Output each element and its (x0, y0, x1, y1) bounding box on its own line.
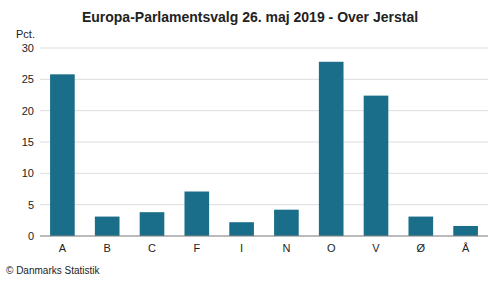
x-tick-label: N (282, 242, 290, 254)
grid-line (40, 236, 488, 237)
bar (453, 226, 478, 236)
grid-line (40, 48, 488, 49)
grid-line (40, 142, 488, 143)
chart-container: Europa-Parlamentsvalg 26. maj 2019 - Ove… (0, 0, 500, 282)
bar (274, 210, 299, 236)
x-tick-label: I (240, 242, 243, 254)
x-tick-label: V (372, 242, 380, 254)
x-tick-label: B (104, 242, 111, 254)
bar (408, 217, 433, 236)
grid-line (40, 173, 488, 174)
title: Europa-Parlamentsvalg 26. maj 2019 - Ove… (82, 9, 418, 25)
x-tick-label: O (327, 242, 336, 254)
bars (50, 62, 478, 236)
footer: © Danmarks Statistik (6, 265, 101, 276)
grid-line (40, 79, 488, 80)
y-tick-label: 30 (22, 42, 34, 54)
grid-line (40, 204, 488, 205)
y-tick-label: 25 (22, 73, 34, 85)
x-tick-label: Å (462, 242, 470, 254)
bar (95, 217, 120, 236)
bar (50, 74, 75, 236)
bar (229, 222, 254, 236)
bar (319, 62, 344, 236)
chart: Europa-Parlamentsvalg 26. maj 2019 - Ove… (0, 0, 500, 282)
x-tick-label: A (59, 242, 67, 254)
bar (140, 212, 165, 236)
bar (364, 96, 389, 236)
y-axis-label: Pct. (16, 28, 35, 40)
y-tick-label: 15 (22, 136, 34, 148)
y-tick-label: 20 (22, 105, 34, 117)
grid-line (40, 110, 488, 111)
x-tick-label: F (193, 242, 200, 254)
y-tick-label: 0 (28, 230, 34, 242)
x-tick-label: Ø (417, 242, 426, 254)
y-tick-label: 5 (28, 199, 34, 211)
y-tick-label: 10 (22, 167, 34, 179)
grid (40, 48, 488, 236)
bar (184, 192, 209, 236)
x-axis-line (40, 236, 488, 237)
x-tick-label: C (148, 242, 156, 254)
